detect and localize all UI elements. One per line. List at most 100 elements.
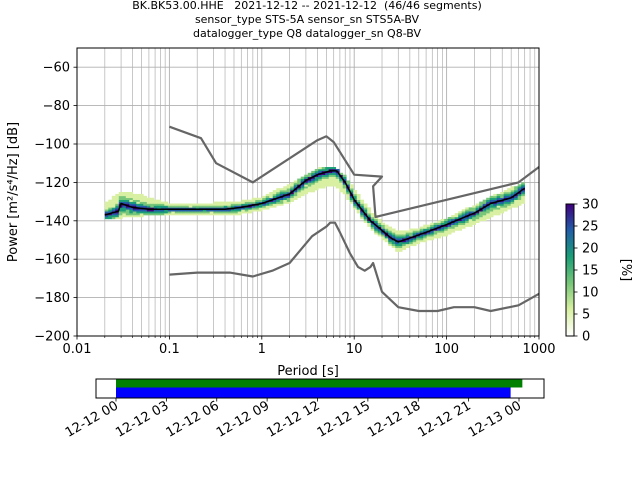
heatmap-cell [360, 207, 365, 210]
heatmap-cell [370, 218, 375, 222]
heatmap-cell [307, 180, 312, 183]
heatmap-cell [321, 168, 326, 172]
heatmap-cell [328, 174, 333, 177]
heatmap-cell [391, 234, 396, 237]
heatmap-cell [339, 186, 344, 189]
heatmap-cell [346, 180, 351, 183]
heatmap-cell [146, 199, 151, 202]
heatmap-cell [381, 226, 386, 229]
heatmap-cell [279, 197, 284, 200]
heatmap-cell [178, 207, 183, 210]
heatmap-cell [283, 201, 288, 204]
heatmap-cell [321, 182, 326, 185]
heatmap-cell [482, 218, 487, 222]
heatmap-cell [440, 232, 445, 235]
heatmap-cell [248, 209, 253, 212]
heatmap-cell [213, 205, 218, 208]
heatmap-cell [405, 243, 410, 247]
heatmap-cell [216, 209, 221, 212]
heatmap-cell [402, 236, 407, 239]
mean-psd-line [104, 170, 526, 243]
heatmap-cell [258, 201, 263, 204]
heatmap-cell [367, 224, 372, 227]
heatmap-cell [503, 195, 508, 199]
heatmap-cell [493, 195, 497, 199]
heatmap-cell [272, 205, 277, 208]
heatmap-cell [241, 199, 246, 202]
heatmap-cell [461, 226, 466, 229]
heatmap-cell [160, 203, 165, 206]
heatmap-cell [122, 205, 127, 208]
timeline-frame [95, 378, 545, 399]
heatmap-cell [496, 209, 501, 212]
heatmap-cell [297, 180, 302, 183]
heatmap-cell [426, 236, 431, 239]
heatmap-cell [153, 201, 158, 204]
heatmap-cell [356, 211, 361, 214]
heatmap-cell [248, 199, 253, 202]
heatmap-cell [395, 236, 400, 239]
heatmap-cell [514, 188, 518, 191]
heatmap-cell [318, 174, 323, 177]
heatmap-cell [374, 226, 379, 229]
heatmap-cell [195, 205, 200, 208]
heatmap-cell [108, 216, 113, 220]
heatmap-cell [332, 178, 337, 181]
heatmap-cell [136, 211, 141, 214]
heatmap-cell [419, 228, 424, 231]
heatmap-cell [115, 213, 120, 216]
heatmap-cell [272, 192, 277, 195]
heatmap-cell [304, 192, 309, 195]
heatmap-cell [454, 216, 459, 220]
heatmap-cell [486, 201, 490, 204]
heatmap-cell [108, 211, 113, 214]
heatmap-cell [321, 170, 326, 174]
heatmap-cell [328, 176, 333, 179]
heatmap-cell [458, 211, 463, 214]
heatmap-cell [409, 241, 414, 245]
heatmap-cell [468, 222, 473, 225]
heatmap-cell [118, 207, 123, 210]
heatmap-cell [297, 195, 302, 199]
heatmap-cell [398, 247, 403, 250]
timeline-tick-label: 12-12 18 [365, 398, 423, 440]
heatmap-cell [234, 213, 239, 216]
heatmap-cell [447, 224, 452, 227]
heatmap-cell [276, 199, 281, 202]
heatmap-cell [416, 236, 421, 239]
heatmap-cell [241, 207, 246, 210]
heatmap-cell [472, 218, 477, 222]
heatmap-cell [108, 201, 113, 204]
heatmap-cell [342, 190, 347, 193]
heatmap-cell [325, 184, 330, 187]
heatmap-cell [440, 220, 445, 224]
heatmap-cell [227, 211, 232, 214]
heatmap-cell [493, 193, 497, 197]
heatmap-cell [227, 209, 232, 212]
heatmap-cell [409, 238, 414, 241]
heatmap-cell [388, 232, 393, 235]
heatmap-cell [146, 205, 151, 208]
heatmap-cell [430, 224, 435, 227]
heatmap-cell [318, 167, 323, 170]
heatmap-cell [328, 180, 333, 183]
heatmap-cell [150, 211, 155, 214]
timeline-tick-label: 12-12 06 [164, 398, 222, 440]
heatmap-cell [388, 230, 393, 233]
heatmap-cell [458, 218, 463, 222]
heatmap-cell [500, 205, 504, 208]
heatmap-cell [248, 205, 253, 208]
heatmap-cell [234, 209, 239, 212]
heatmap-cell [286, 192, 291, 195]
heatmap-cell [223, 213, 228, 216]
heatmap-cell [482, 213, 487, 216]
heatmap-cell [482, 216, 487, 220]
heatmap-cell [199, 207, 204, 210]
heatmap-cell [353, 201, 358, 204]
heatmap-cell [143, 213, 148, 216]
heatmap-cell [360, 213, 365, 216]
heatmap-cell [486, 207, 490, 210]
heatmap-cell [510, 201, 515, 204]
x-tick-label: 0.01 [63, 342, 92, 357]
heatmap-cell [489, 199, 494, 202]
